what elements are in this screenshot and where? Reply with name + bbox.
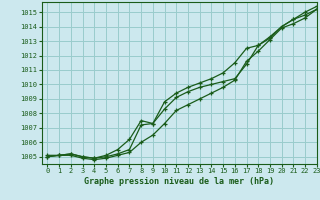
X-axis label: Graphe pression niveau de la mer (hPa): Graphe pression niveau de la mer (hPa) (84, 177, 274, 186)
